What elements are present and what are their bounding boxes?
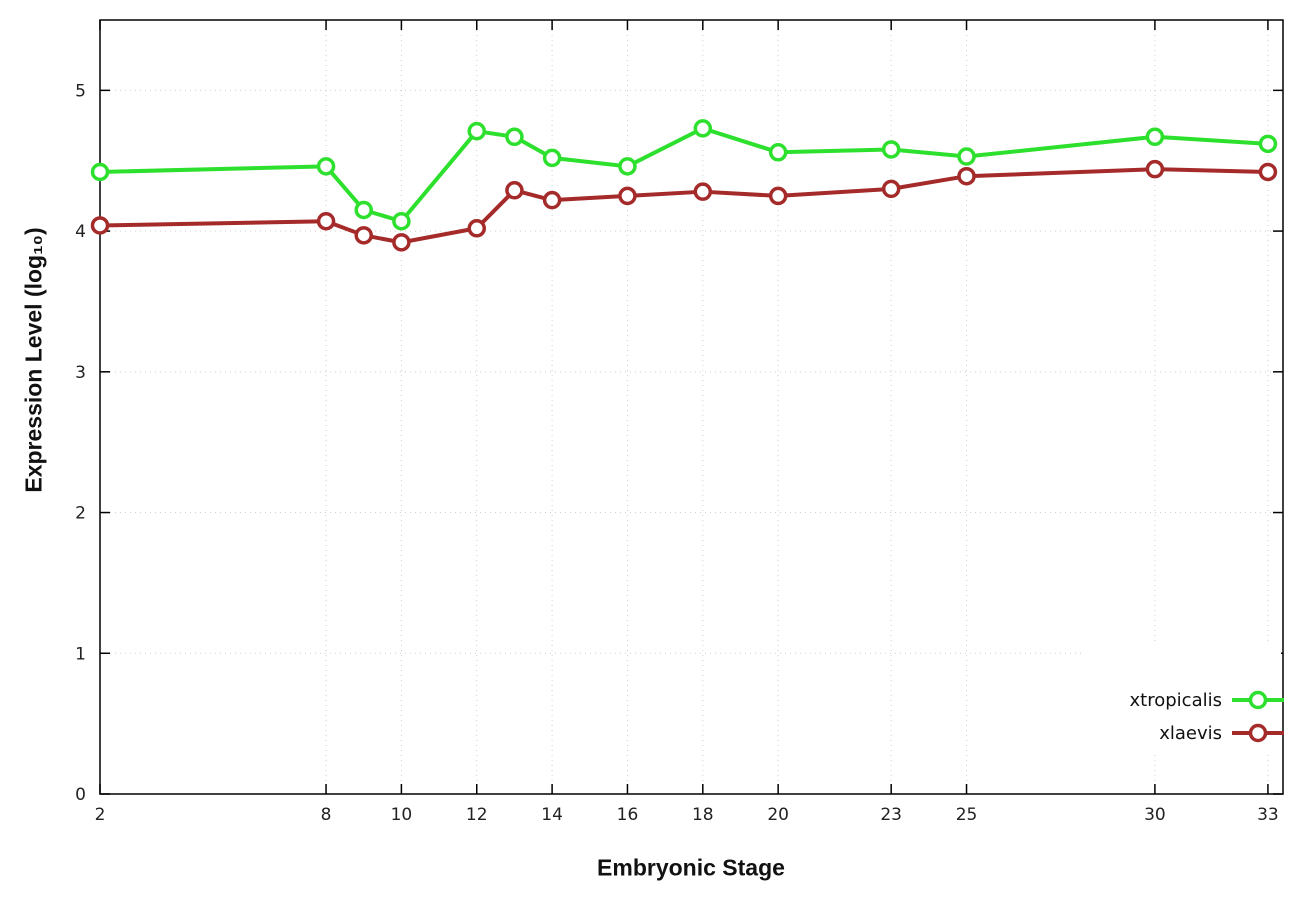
data-point-xlaevis <box>316 211 336 231</box>
y-axis-label: Expression Level (log₁₀) <box>20 227 47 493</box>
data-point-xtropicalis <box>316 157 336 176</box>
data-point-xtropicalis <box>693 119 713 138</box>
y-tick-label: 3 <box>75 363 86 383</box>
series-line-xtropicalis <box>98 126 1270 224</box>
y-tick-label: 2 <box>75 504 86 524</box>
legend-label-xtropicalis: xtropicalis <box>1130 690 1222 711</box>
data-point-xlaevis <box>354 226 373 245</box>
data-point-xlaevis <box>90 216 110 235</box>
y-tick-label: 0 <box>75 785 86 805</box>
x-tick-label: 12 <box>466 805 488 825</box>
data-point-xtropicalis <box>881 140 901 159</box>
data-point-xtropicalis <box>505 127 524 147</box>
x-axis-label: Embryonic Stage <box>597 854 785 881</box>
x-tick-label: 25 <box>956 805 978 825</box>
data-point-xlaevis <box>505 181 524 200</box>
legend-label-xlaevis: xlaevis <box>1159 723 1222 744</box>
data-point-xlaevis <box>1258 162 1278 182</box>
data-point-xtropicalis <box>768 143 788 162</box>
data-point-xlaevis <box>392 233 411 252</box>
data-point-xtropicalis <box>467 121 487 141</box>
x-tick-label: 2 <box>95 805 106 825</box>
x-tick-label: 20 <box>767 805 789 825</box>
plot-border <box>99 19 1284 795</box>
x-tick-label: 18 <box>692 805 714 825</box>
legend-sample-marker <box>1248 723 1268 743</box>
x-tick-label: 30 <box>1144 805 1166 825</box>
y-tick-label: 1 <box>75 644 86 664</box>
x-tick-label: 33 <box>1257 805 1279 825</box>
data-point-xlaevis <box>542 190 562 210</box>
data-point-xtropicalis <box>542 148 562 168</box>
y-tick-label: 4 <box>75 222 86 242</box>
x-tick-label: 23 <box>880 805 902 825</box>
data-point-xlaevis <box>693 182 713 201</box>
x-tick-label: 16 <box>617 805 639 825</box>
y-tick-label: 5 <box>75 81 86 101</box>
data-point-xtropicalis <box>1145 127 1165 147</box>
data-point-xlaevis <box>618 186 637 206</box>
data-point-xtropicalis <box>392 211 411 231</box>
data-point-xlaevis <box>1145 159 1165 179</box>
data-point-xtropicalis <box>90 162 110 182</box>
data-point-xlaevis <box>881 179 901 199</box>
data-point-xtropicalis <box>354 200 373 220</box>
data-point-xlaevis <box>467 219 487 238</box>
x-tick-label: 8 <box>321 805 332 825</box>
x-tick-label: 10 <box>391 805 413 825</box>
data-point-xlaevis <box>768 186 788 206</box>
legend-sample-marker <box>1248 690 1268 710</box>
data-point-xtropicalis <box>957 147 976 166</box>
data-point-xlaevis <box>957 166 976 186</box>
x-tick-label: 14 <box>541 805 563 825</box>
data-point-xtropicalis <box>618 157 637 176</box>
data-point-xtropicalis <box>1258 134 1278 154</box>
